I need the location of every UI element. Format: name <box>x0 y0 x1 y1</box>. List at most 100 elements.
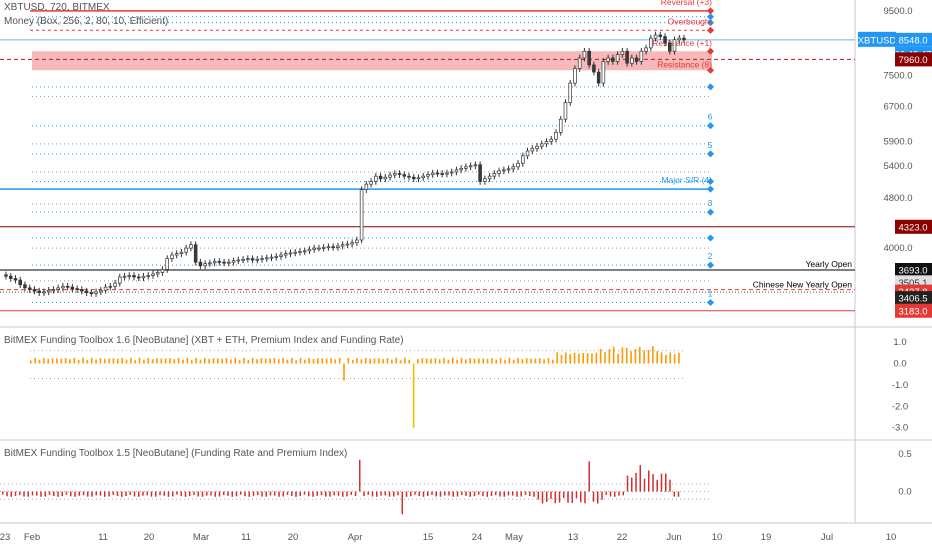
panel3-bar <box>635 472 637 492</box>
candle-body <box>141 275 146 279</box>
panel2-bar <box>404 357 406 364</box>
panel2-bar <box>678 352 680 364</box>
panel2-bar <box>221 358 223 364</box>
candle-body <box>677 37 682 41</box>
panel3-bar <box>605 491 607 495</box>
panel3-bar <box>354 491 357 497</box>
panel2-bar <box>552 359 554 364</box>
tag-3406: 3406.5 <box>898 294 927 305</box>
panel3-bar <box>240 491 242 495</box>
candle-body <box>118 276 122 284</box>
candle-body <box>165 258 169 270</box>
panel3-bar <box>40 491 42 497</box>
time-axis-label: Jul <box>821 532 833 543</box>
label-yearly-open: Yearly Open <box>806 259 853 269</box>
panel2-bar <box>504 360 506 364</box>
panel2-bar <box>230 359 232 364</box>
panel2-bar <box>430 358 432 364</box>
panel3-bar <box>677 491 680 497</box>
panel3-bar <box>495 491 497 496</box>
panel3-bar <box>295 491 297 497</box>
panel3-bar <box>614 491 616 497</box>
panel2-bar <box>508 357 511 364</box>
panel2-bar <box>573 352 576 364</box>
time-axis-label: Jun <box>666 532 681 543</box>
candle-body <box>658 34 663 37</box>
panel2-bar <box>291 357 293 364</box>
panel3-bar <box>176 491 178 495</box>
level-marker <box>706 234 715 242</box>
panel2-bar <box>669 352 672 364</box>
candle-body <box>99 289 103 293</box>
panel3-bar <box>652 474 654 492</box>
panel2-bar <box>665 354 667 364</box>
panel2-bar <box>317 358 319 364</box>
candle-body <box>672 39 677 52</box>
price-tick-label: 4800.0 <box>883 193 912 204</box>
panel2-bar <box>90 357 93 364</box>
time-axis-label: 10 <box>886 532 897 543</box>
candle-body <box>449 171 454 174</box>
panel3-bar <box>36 491 38 496</box>
candle-body <box>411 176 416 180</box>
candle-body <box>170 254 174 259</box>
candle-body <box>336 245 340 248</box>
panel3-bar <box>248 491 250 497</box>
panel3-bar <box>439 491 442 497</box>
candle-body <box>155 272 160 275</box>
candle-body <box>236 259 241 262</box>
panel3-bar <box>397 491 399 496</box>
candle-body <box>558 118 563 133</box>
panel2-bar <box>412 363 415 428</box>
candle-body <box>563 102 568 120</box>
panel3-bar <box>401 491 403 515</box>
level-marker <box>706 177 715 186</box>
candle-body <box>606 57 610 62</box>
candle-body <box>577 57 582 69</box>
panel2-bar <box>108 358 110 364</box>
price-tick-label: 5400.0 <box>883 161 912 172</box>
panel3-bar <box>452 491 454 497</box>
candle-body <box>246 258 250 260</box>
panel3-tick-label: 0.5 <box>898 449 911 460</box>
panel2-bar <box>443 357 445 364</box>
panel2-tick-label: -2.0 <box>892 401 908 412</box>
tag-current-value: 8548.0 <box>898 35 927 46</box>
tag-yearly-open: 3693.0 <box>898 265 927 276</box>
panel2-bar <box>330 358 332 364</box>
candle-body <box>312 247 316 250</box>
panel2-bar <box>251 357 254 364</box>
panel2-bar <box>643 350 645 364</box>
time-axis-label: May <box>505 532 523 543</box>
panel2-bar <box>156 358 158 364</box>
panel3-bar <box>189 491 191 496</box>
panel3-bar <box>405 491 408 497</box>
level-marker <box>706 19 715 27</box>
candle-body <box>668 42 672 52</box>
panel3-bar <box>418 491 420 497</box>
panel3-bar <box>333 491 335 496</box>
candle-body <box>478 164 482 182</box>
candle-body <box>288 252 293 255</box>
panel2-bar <box>225 358 228 364</box>
candle-body <box>525 150 530 157</box>
panel2-bar <box>565 352 567 364</box>
candle-body <box>174 253 179 256</box>
panel3-bar <box>461 491 463 496</box>
panel3-bar <box>533 491 535 497</box>
panel2-bar <box>121 357 123 364</box>
label-num-5: 5 <box>708 140 713 150</box>
panel3-bar <box>257 491 259 496</box>
panel2-bar <box>304 359 306 364</box>
candle-body <box>56 287 60 290</box>
candle-body <box>298 251 302 253</box>
tag-3406-bg <box>895 291 932 306</box>
panel2-bar <box>103 358 106 364</box>
panel3-bar <box>656 479 658 492</box>
candle-body <box>487 175 492 180</box>
panel2-bar <box>69 359 71 364</box>
panel2-bar <box>30 360 32 364</box>
candle-body <box>587 50 591 66</box>
